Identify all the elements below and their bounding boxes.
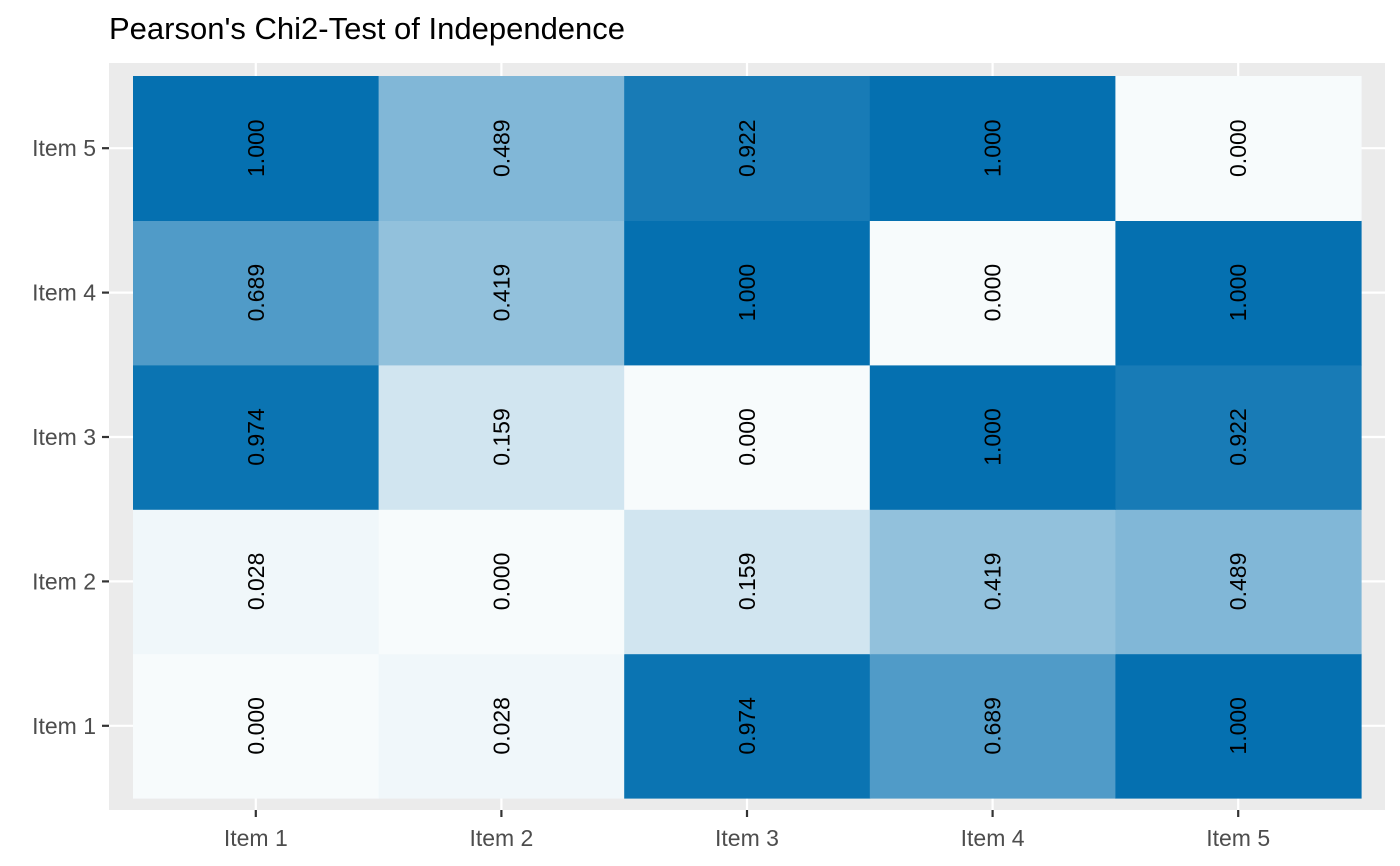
cell-value-label: 0.922 [734, 119, 760, 177]
heatmap-cell [378, 653, 625, 799]
cell-value-label: 0.974 [243, 408, 269, 466]
y-tick-label: Item 4 [32, 280, 96, 306]
cell-value-label: 0.689 [980, 697, 1006, 755]
cell-value-label: 0.000 [243, 697, 269, 755]
cell-value-label: 0.000 [488, 553, 514, 611]
cell-value-label: 0.000 [734, 408, 760, 466]
cell-value-label: 0.689 [243, 264, 269, 322]
heatmap-cell [1115, 509, 1362, 655]
cell-value-label: 0.489 [1225, 553, 1251, 611]
y-tick-label: Item 5 [32, 135, 96, 161]
cell-value-label: 0.159 [488, 408, 514, 466]
heatmap-cell [1115, 220, 1362, 366]
cell-value-label: 1.000 [243, 119, 269, 177]
y-tick-label: Item 2 [32, 568, 96, 594]
heatmap-cell [1115, 653, 1362, 799]
heatmap-cell [624, 653, 871, 799]
heatmap-cell [869, 76, 1116, 221]
heatmap-cell [378, 76, 625, 221]
x-tick-label: Item 5 [1206, 825, 1270, 851]
cell-value-label: 0.489 [488, 119, 514, 177]
heatmap-cell [624, 364, 871, 510]
cell-value-label: 0.028 [243, 553, 269, 611]
cell-value-label: 0.000 [980, 264, 1006, 322]
heatmap-cell [869, 653, 1116, 799]
heatmap-cell [1115, 76, 1362, 221]
heatmap-cell [624, 76, 871, 221]
heatmap-cell [624, 509, 871, 655]
cell-value-label: 0.922 [1225, 408, 1251, 466]
heatmap-cell [378, 509, 625, 655]
cell-value-label: 0.000 [1225, 119, 1251, 177]
y-tick-label: Item 3 [32, 424, 96, 450]
heatmap-cell [624, 220, 871, 366]
y-axis: Item 1 Item 2 Item 3 Item 4 Item 5 [32, 135, 109, 739]
heatmap-cell [378, 364, 625, 510]
x-tick-label: Item 1 [224, 825, 288, 851]
heatmap-cell [869, 364, 1116, 510]
cell-value-label: 0.028 [488, 697, 514, 755]
cell-value-label: 0.419 [488, 264, 514, 322]
cell-value-label: 1.000 [980, 408, 1006, 466]
cell-value-label: 1.000 [1225, 697, 1251, 755]
cell-value-label: 1.000 [1225, 264, 1251, 322]
cell-value-label: 1.000 [980, 119, 1006, 177]
heatmap-cells [133, 76, 1362, 799]
heatmap-cell [1115, 364, 1362, 510]
heatmap-cell [133, 220, 380, 366]
heatmap-cell [869, 220, 1116, 366]
heatmap-cell [133, 364, 380, 510]
chart-title: Pearson's Chi2-Test of Independence [109, 11, 625, 46]
x-tick-label: Item 4 [961, 825, 1025, 851]
heatmap-cell [378, 220, 625, 366]
heatmap-cell [133, 653, 380, 799]
x-tick-label: Item 2 [469, 825, 533, 851]
cell-value-label: 0.419 [980, 553, 1006, 611]
y-tick-label: Item 1 [32, 713, 96, 739]
cell-value-label: 0.159 [734, 553, 760, 611]
heatmap-cell-labels: 0.000 0.028 0.974 0.689 1.000 0.028 0.000 0.159… [243, 119, 1251, 754]
heatmap-cell [133, 509, 380, 655]
heatmap-cell [869, 509, 1116, 655]
heatmap-cell [133, 76, 380, 221]
cell-value-label: 0.974 [734, 697, 760, 755]
x-tick-label: Item 3 [715, 825, 779, 851]
x-axis: Item 1 Item 2 Item 3 Item 4 Item 5 [224, 810, 1270, 851]
cell-value-label: 1.000 [734, 264, 760, 322]
